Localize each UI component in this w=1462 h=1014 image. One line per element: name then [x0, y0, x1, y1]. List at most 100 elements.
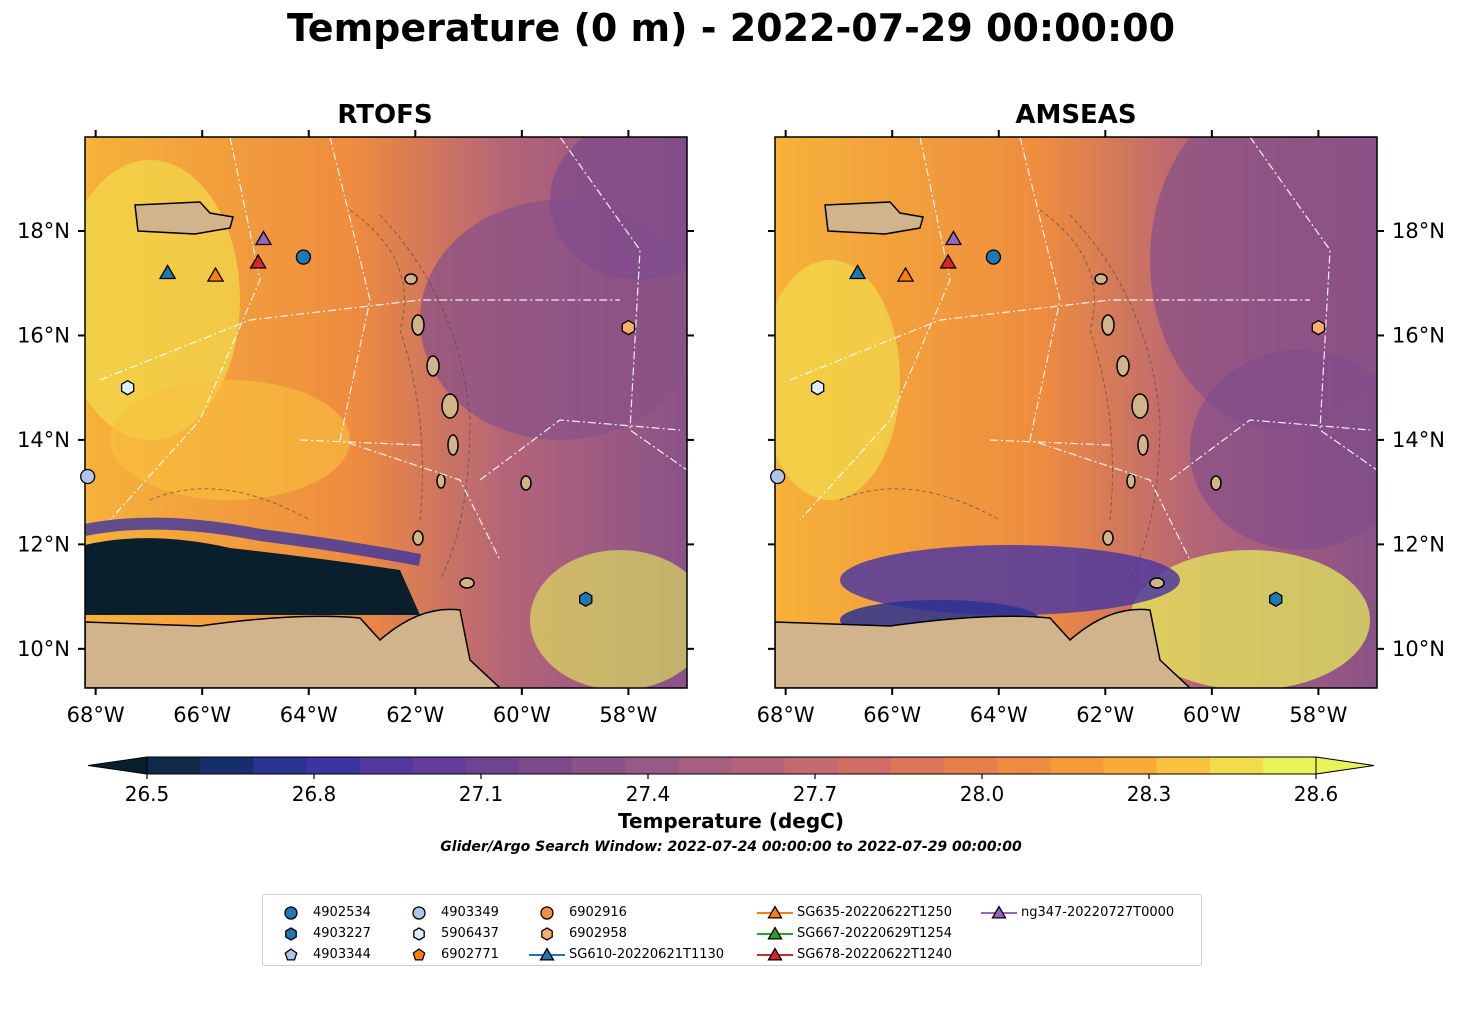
platform-marker-4903349: [770, 468, 786, 485]
legend-label: 4903227: [313, 926, 371, 941]
colorbar-bin: [1103, 757, 1158, 774]
legend-label: 4903344: [313, 947, 371, 962]
platform-marker-5906437: [810, 379, 825, 396]
colorbar-frame: [146, 756, 1317, 775]
lat-tick-label: 10°N: [17, 637, 70, 661]
legend-swatch: [757, 905, 793, 919]
colorbar-tick-label: 28.6: [1294, 782, 1339, 806]
lat-tick-label: 10°N: [1392, 637, 1445, 661]
platform-marker-sg610-20220621t1130: [158, 264, 177, 280]
lat-tick-label: 12°N: [1392, 532, 1445, 556]
lat-tick-label: 16°N: [1392, 323, 1445, 347]
lat-tick-label: 16°N: [17, 323, 70, 347]
cold-upwelling-edge: [85, 517, 422, 566]
colorbar-tick-label: 27.4: [626, 782, 671, 806]
colorbar-tick-label: 27.1: [459, 782, 504, 806]
map-panel-rtofs: [85, 137, 687, 688]
platform-marker-ng347-20220727t0000: [254, 230, 273, 246]
eez-boundaries: [789, 137, 1377, 561]
lon-tick-label: 60°W: [1183, 703, 1241, 727]
platform-markers: [80, 230, 1326, 607]
legend-marker: [284, 906, 298, 920]
colorbar-bin: [997, 757, 1051, 774]
platform-marker-5906437: [120, 379, 135, 396]
legend-label: SG635-20220622T1250: [797, 905, 953, 920]
legend-label: SG667-20220629T1254: [797, 926, 953, 941]
map-panel-amseas: [775, 137, 1377, 688]
colorbar-bin: [944, 757, 998, 774]
colorbar-bin: [1156, 757, 1211, 774]
platform-marker-sg610-20220621t1130: [848, 264, 867, 280]
legend-swatch: [541, 927, 553, 941]
platform-marker-sg635-20220622t1250: [896, 266, 915, 282]
lon-tick-label: 68°W: [67, 703, 125, 727]
figure-title: Temperature (0 m) - 2022-07-29 00:00:00: [286, 6, 1176, 50]
bathymetry-contours: [839, 209, 1161, 581]
colorbar-bin: [1050, 757, 1105, 774]
colorbar-bin: [518, 757, 573, 774]
legend-marker: [413, 927, 425, 941]
legend-marker: [767, 905, 783, 919]
legend-swatch: [981, 905, 1017, 919]
colorbar-bin: [572, 757, 626, 774]
legend-label: 5906437: [441, 926, 499, 941]
legend-label: SG610-20220621T1130: [569, 947, 725, 962]
lon-tick-label: 66°W: [173, 703, 231, 727]
legend-marker: [541, 927, 553, 941]
cold-upwelling: [85, 538, 420, 615]
lat-tick-label: 18°N: [1392, 219, 1445, 243]
legend-marker: [284, 948, 298, 961]
south-america-coast: [85, 608, 502, 688]
legend-label: 4903349: [441, 905, 499, 920]
colorbar-bin: [465, 757, 520, 774]
south-america-coast: [775, 608, 1192, 688]
colorbar-bin: [253, 757, 308, 774]
colorbar-bin: [837, 757, 892, 774]
lat-tick-label: 14°N: [1392, 428, 1445, 452]
legend-swatch: [412, 948, 426, 961]
lon-tick-label: 58°W: [599, 703, 657, 727]
platform-marker-sg678-20220622t1240: [939, 253, 957, 269]
legend-marker: [991, 905, 1007, 919]
legend-swatch: [412, 906, 426, 920]
puerto-rico: [134, 201, 234, 235]
platform-marker-sg678-20220622t1240: [249, 253, 267, 269]
puerto-rico: [824, 201, 924, 235]
legend-marker: [412, 948, 426, 961]
colorbar-bin: [1262, 757, 1317, 774]
colorbar-bin: [625, 757, 679, 774]
lon-tick-label: 64°W: [280, 703, 338, 727]
eez-boundaries: [99, 137, 687, 561]
warm-water-patch: [1130, 550, 1370, 688]
platform-marker-4902534: [295, 249, 312, 265]
legend-marker: [412, 906, 426, 920]
legend: 4902534 4903227 4903344 4903349 5906437 69027…: [262, 894, 1202, 966]
colorbar-tick-label: 28.0: [960, 782, 1005, 806]
colorbar-bin: [412, 757, 467, 774]
lon-tick-label: 64°W: [970, 703, 1028, 727]
legend-swatch: [284, 906, 298, 920]
legend-label: ng347-20220727T0000: [1021, 905, 1175, 920]
colorbar-bin: [359, 757, 414, 774]
colorbar-tick-label: 26.8: [292, 782, 337, 806]
legend-swatch: [529, 947, 565, 961]
legend-swatch: [284, 948, 298, 961]
lon-tick-label: 62°W: [386, 703, 444, 727]
colorbar-bin: [731, 757, 786, 774]
bathymetry-contours: [149, 209, 471, 581]
legend-marker: [767, 926, 783, 940]
cool-water-patch: [550, 137, 687, 280]
search-window-note: Glider/Argo Search Window: 2022-07-24 00…: [440, 839, 1022, 855]
map-frame-amseas: [774, 136, 1378, 689]
lon-tick-label: 68°W: [757, 703, 815, 727]
cold-upwelling: [840, 545, 1180, 615]
axis-ticks: 68°W 68°W 66°W 66°W 64°W 64°W 62°W 62°W 60°W 60°W…: [17, 130, 1445, 727]
lon-tick-label: 58°W: [1289, 703, 1347, 727]
legend-label: 6902771: [441, 947, 499, 962]
colorbar-label: Temperature (degC): [618, 809, 844, 833]
colorbar: 26.5 26.8 27.1 27.4 27.7 28.0 28.3 28.6: [87, 756, 1375, 806]
legend-swatch: [413, 927, 425, 941]
colorbar-bin: [890, 757, 945, 774]
legend-label: 6902958: [569, 926, 627, 941]
